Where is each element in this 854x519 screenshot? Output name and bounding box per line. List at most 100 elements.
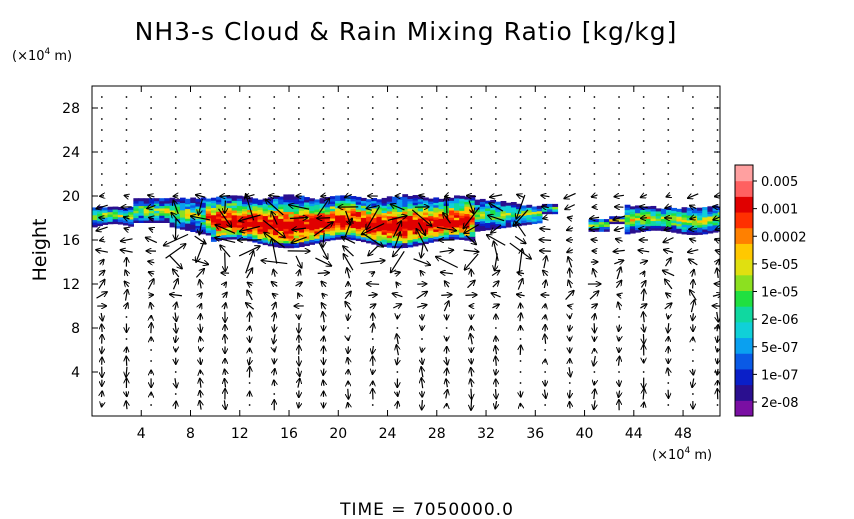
cloud-cell (433, 219, 440, 223)
cloud-cell (397, 204, 403, 208)
cloud-cell (174, 206, 181, 210)
wind-vector-arrow (96, 250, 108, 252)
cloud-cell (257, 199, 264, 203)
cloud-cell (386, 208, 393, 212)
cloud-cell (185, 218, 191, 222)
wind-vector-dot (618, 96, 620, 98)
wind-vector-dot (593, 107, 596, 109)
cloud-cell (350, 212, 357, 216)
cloud-cell (128, 218, 134, 222)
cloud-cell (391, 230, 398, 234)
cloud-cell (495, 218, 502, 222)
cloud-cell (216, 196, 222, 200)
cloud-cell (324, 213, 331, 217)
wind-vector-arrow (446, 196, 447, 219)
cloud-cell (666, 221, 672, 225)
wind-vector-arrow (323, 336, 324, 341)
x-tick-label: 40 (576, 426, 594, 442)
wind-vector-arrow (420, 271, 424, 276)
wind-vector-arrow (395, 272, 401, 274)
cloud-cell (619, 221, 626, 225)
cloud-cell (454, 202, 460, 206)
cloud-cell (681, 212, 688, 216)
wind-vector-dot (618, 173, 620, 175)
cloud-cell (459, 217, 465, 221)
cloud-cell (645, 211, 652, 215)
wind-vector-arrow (640, 304, 646, 308)
cloud-cell (252, 210, 259, 214)
wind-vector-arrow (569, 268, 570, 278)
wind-vector-dot (322, 162, 325, 164)
cloud-cell (624, 204, 631, 208)
cloud-cell (298, 222, 305, 226)
wind-vector-dot (297, 162, 300, 164)
cloud-cell (402, 223, 409, 227)
cloud-cell (314, 211, 321, 215)
wind-vector-arrow (397, 401, 398, 409)
cloud-cell (448, 205, 455, 209)
cloud-cell (448, 221, 455, 226)
wind-vector-arrow (568, 306, 572, 307)
cloud-cell (273, 222, 279, 226)
wind-vector-arrow (317, 273, 330, 274)
wind-vector-dot (347, 151, 350, 153)
cloud-cell (495, 208, 502, 212)
wind-vector-dot (322, 173, 325, 175)
wind-vector-arrow (439, 250, 454, 252)
wind-vector-dot (322, 151, 325, 153)
cloud-cell (288, 223, 295, 227)
cloud-cell (459, 205, 465, 209)
cloud-cell (205, 227, 212, 231)
cloud-cell (298, 244, 305, 248)
cloud-cell (154, 212, 160, 216)
cloud-cell (252, 229, 259, 233)
wind-vector-dot (544, 404, 547, 406)
cloud-cell (252, 232, 259, 236)
wind-vector-dot (544, 371, 547, 373)
cloud-cell (319, 229, 326, 233)
wind-vector-dot (667, 107, 670, 109)
cloud-cell (469, 202, 476, 206)
wind-vector-dot (174, 96, 177, 98)
cloud-cell (257, 216, 264, 220)
cloud-cell (381, 231, 388, 235)
wind-vector-arrow (96, 292, 108, 299)
wind-vector-arrow (569, 389, 570, 398)
cloud-cell (448, 207, 455, 211)
wind-vector-arrow (368, 295, 377, 296)
cloud-cell (138, 217, 145, 221)
cloud-cell (397, 201, 403, 205)
cloud-cell (407, 208, 414, 212)
wind-vector-dot (174, 140, 177, 142)
wind-vector-arrow (436, 257, 458, 269)
wind-vector-arrow (148, 272, 153, 274)
wind-vector-arrow (369, 304, 376, 308)
cloud-cell (273, 198, 279, 202)
wind-vector-arrow (274, 324, 275, 332)
colorbar-swatch (735, 196, 753, 213)
cloud-cell (298, 219, 305, 223)
cloud-cell (324, 218, 331, 222)
cloud-cell (376, 211, 383, 215)
cloud-cell (381, 197, 388, 201)
cloud-cell (402, 242, 409, 246)
wind-vector-dot (371, 151, 374, 153)
cloud-cell (448, 224, 455, 228)
cloud-cell (381, 212, 388, 216)
cloud-cell (624, 216, 631, 220)
wind-vector-arrow (666, 293, 671, 297)
cloud-cell (438, 227, 445, 231)
cloud-cell (179, 219, 186, 223)
cloud-cell (645, 223, 652, 227)
cloud-cell (190, 221, 197, 225)
wind-vector-arrow (613, 250, 625, 251)
cloud-cell (505, 222, 512, 226)
cloud-cell (485, 210, 491, 214)
cloud-cell (164, 217, 171, 221)
wind-vector-dot (273, 393, 276, 395)
cloud-cell (360, 239, 367, 243)
wind-vector-arrow (343, 246, 354, 257)
wind-vector-arrow (666, 195, 670, 197)
cloud-cell (355, 233, 362, 237)
wind-vector-arrow (445, 281, 449, 288)
